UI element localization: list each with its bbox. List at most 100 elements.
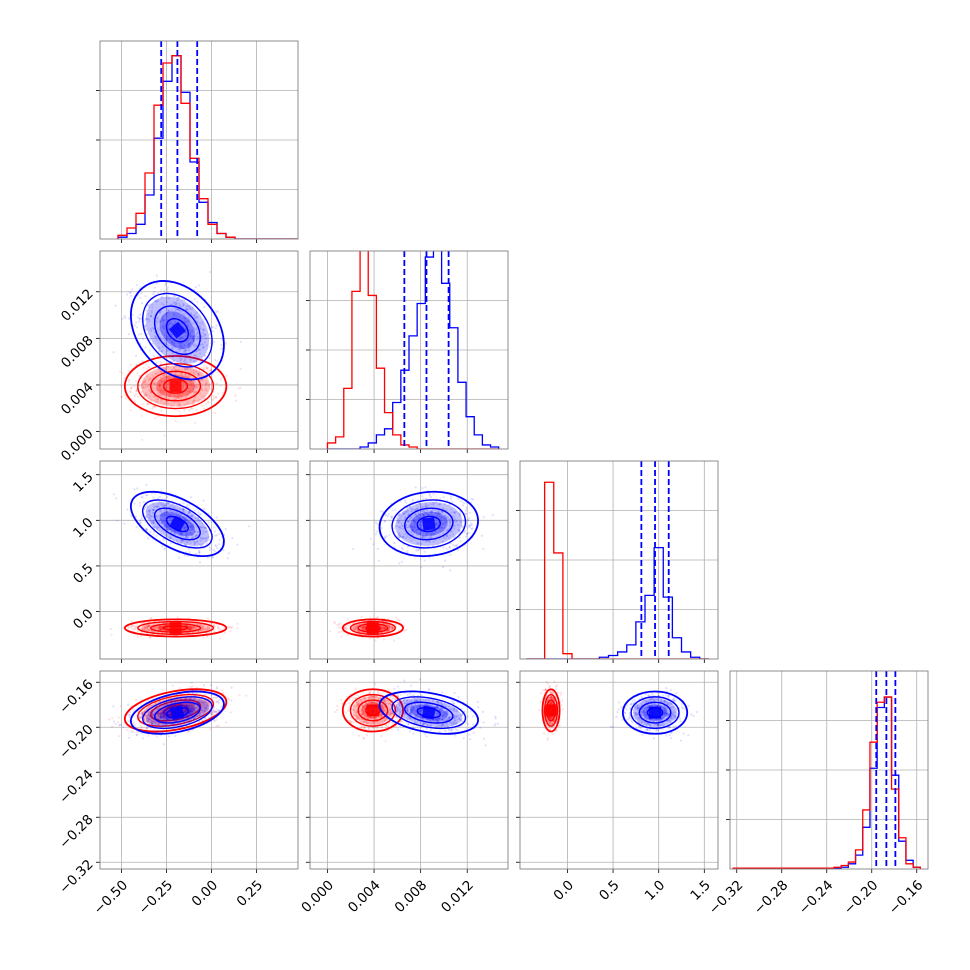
sample-point <box>190 391 193 394</box>
sample-point <box>192 337 195 340</box>
sample-point <box>149 705 152 708</box>
sample-point <box>158 521 161 524</box>
sample-point <box>410 510 413 513</box>
sample-point <box>384 536 387 540</box>
sample-point <box>136 635 139 639</box>
sample-point <box>162 515 165 519</box>
sample-point <box>159 376 163 379</box>
sample-point <box>231 537 234 540</box>
sample-point <box>189 514 193 518</box>
sample-point <box>450 495 453 498</box>
sample-point <box>146 513 149 516</box>
contour-line <box>129 490 225 558</box>
sample-point <box>165 387 168 390</box>
sample-point <box>190 627 193 630</box>
sample-point <box>204 382 207 385</box>
sample-point <box>159 628 162 631</box>
sample-point <box>155 534 158 538</box>
sample-point <box>108 718 111 721</box>
sample-point <box>147 719 150 722</box>
sample-point <box>457 532 460 535</box>
contour-line <box>391 499 467 549</box>
sample-point <box>193 703 196 706</box>
sample-point <box>138 384 141 387</box>
sample-point <box>434 523 438 527</box>
sample-point <box>160 371 163 374</box>
sample-point <box>163 548 166 551</box>
sample-point <box>171 684 174 687</box>
sample-point <box>196 706 199 709</box>
sample-point <box>209 369 212 372</box>
sample-point <box>159 625 162 629</box>
sample-point <box>148 636 152 639</box>
sample-point <box>160 409 163 412</box>
sample-point <box>146 712 150 715</box>
sample-point <box>144 627 147 630</box>
sample-point <box>203 702 206 705</box>
sample-point <box>429 513 432 517</box>
sample-point <box>445 529 448 532</box>
sample-point <box>354 626 357 629</box>
sample-point <box>168 395 171 398</box>
sample-point <box>213 696 216 699</box>
sample-point <box>162 319 165 322</box>
sample-point <box>167 335 170 338</box>
sample-point <box>130 386 133 389</box>
sample-point <box>187 536 190 539</box>
sample-point <box>160 627 163 630</box>
histogram-blue <box>327 251 500 449</box>
sample-point <box>159 391 162 394</box>
sample-point <box>144 318 147 321</box>
sample-point <box>452 544 455 547</box>
sample-point <box>213 624 216 627</box>
sample-point <box>213 549 216 553</box>
sample-point <box>184 340 187 344</box>
sample-point <box>177 312 180 315</box>
sample-point <box>145 393 148 397</box>
sample-point <box>470 497 473 501</box>
sample-point <box>151 407 154 410</box>
sample-point <box>164 509 167 512</box>
sample-point <box>239 340 242 343</box>
sample-point <box>160 503 163 506</box>
sample-point <box>209 728 212 731</box>
sample-point <box>185 703 188 706</box>
sample-point <box>465 506 468 510</box>
sample-point <box>190 628 193 631</box>
sample-point <box>149 391 152 394</box>
sample-point <box>200 701 203 704</box>
sample-point <box>176 395 180 398</box>
sample-point <box>430 510 433 513</box>
sample-point <box>422 535 425 538</box>
sample-point <box>166 376 169 379</box>
sample-point <box>133 324 136 327</box>
sample-point <box>212 713 215 716</box>
sample-point <box>171 705 174 708</box>
sample-point <box>128 379 131 382</box>
sample-point <box>156 526 159 529</box>
sample-point <box>418 512 421 516</box>
sample-point <box>179 348 182 351</box>
sample-point <box>163 720 167 723</box>
sample-point <box>162 538 165 541</box>
sample-point <box>329 630 332 633</box>
sample-point <box>146 627 149 630</box>
sample-point <box>149 509 152 512</box>
sample-point <box>175 698 178 702</box>
sample-point <box>183 518 186 521</box>
sample-point <box>339 626 342 629</box>
sample-point <box>159 713 162 716</box>
sample-point <box>155 361 158 364</box>
sample-point <box>413 513 416 516</box>
sample-point <box>192 335 195 338</box>
sample-point <box>447 528 450 531</box>
sample-point <box>152 521 155 524</box>
sample-point <box>167 502 170 505</box>
sample-point <box>179 703 183 707</box>
sample-point <box>161 345 164 349</box>
sample-point <box>199 630 202 633</box>
sample-point <box>198 701 201 705</box>
sample-point <box>159 320 162 323</box>
sample-point <box>347 624 350 627</box>
sample-point <box>186 390 190 393</box>
